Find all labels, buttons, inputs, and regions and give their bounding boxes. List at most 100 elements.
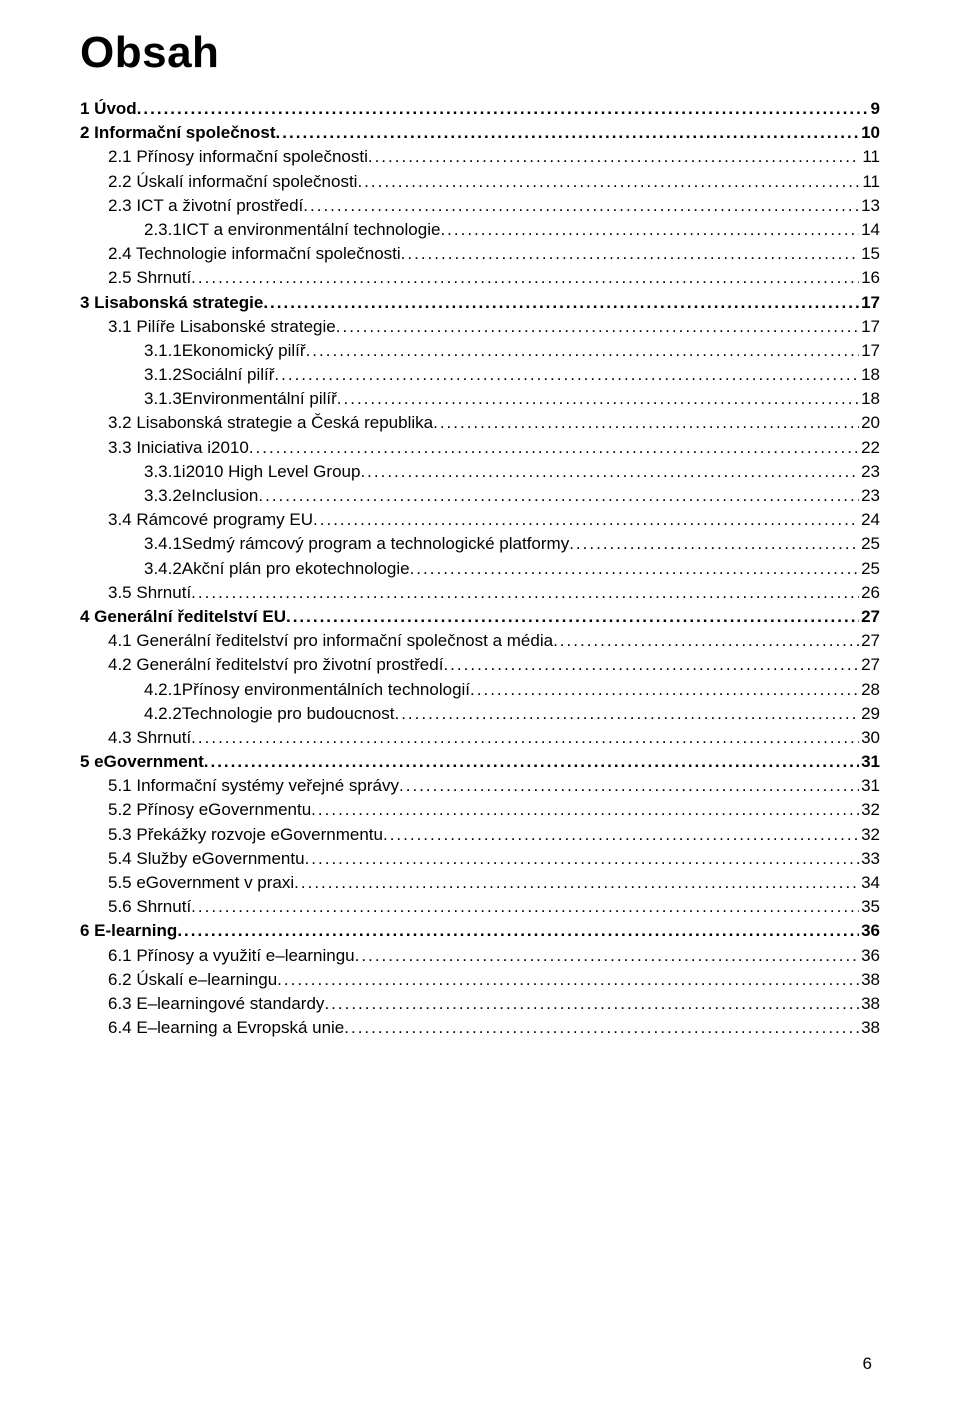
toc-entry-page: 38	[859, 1019, 880, 1036]
toc-leader	[258, 487, 859, 504]
toc-entry-page: 24	[859, 511, 880, 528]
toc-entry-label: 6.1 Přínosy a využití e–learningu	[108, 947, 355, 964]
toc-leader	[306, 342, 860, 359]
toc-entry-page: 32	[859, 801, 880, 818]
toc-entry-page: 36	[859, 922, 880, 939]
toc-entry-page: 36	[859, 947, 880, 964]
toc-entry-label: 4.1 Generální ředitelství pro informační…	[108, 632, 553, 649]
toc-leader	[569, 535, 859, 552]
toc-entry-label: 2.2 Úskalí informační společnosti	[108, 173, 357, 190]
toc-entry-label: 5 eGovernment	[80, 753, 204, 770]
table-of-contents: 1 Úvod 9 2 Informační společnost10 2.1 Přín…	[80, 100, 880, 1036]
toc-entry-label: 3.1.3Environmentální pilíř	[144, 390, 337, 407]
toc-entry-label: 2.5 Shrnutí	[108, 269, 191, 286]
toc-leader	[433, 414, 859, 431]
toc-entry-page: 23	[859, 487, 880, 504]
toc-entry-page: 32	[859, 826, 880, 843]
toc-leader	[177, 922, 859, 939]
toc-entry-label: 5.5 eGovernment v praxi	[108, 874, 294, 891]
toc-entry-page: 27	[859, 656, 880, 673]
toc-entry-label: 3.3.2eInclusion	[144, 487, 258, 504]
toc-entry-page: 27	[859, 608, 880, 625]
toc-leader	[443, 656, 859, 673]
toc-entry-page: 22	[859, 439, 880, 456]
toc-entry: 2.2 Úskalí informační společnosti11	[80, 173, 880, 190]
toc-entry-label: 3.4.1Sedmý rámcový program a technologic…	[144, 535, 569, 552]
toc-entry-page: 18	[859, 390, 880, 407]
toc-entry-page: 18	[859, 366, 880, 383]
toc-entry-label: 4.3 Shrnutí	[108, 729, 191, 746]
toc-leader	[305, 850, 860, 867]
toc-entry: 4.1 Generální ředitelství pro informační…	[80, 632, 880, 649]
toc-leader	[249, 439, 859, 456]
toc-entry: 5.4 Služby eGovernmentu 33	[80, 850, 880, 867]
toc-leader	[311, 801, 859, 818]
toc-leader	[191, 729, 859, 746]
toc-leader	[355, 947, 859, 964]
toc-leader	[401, 245, 859, 262]
toc-entry-label: 3 Lisabonská strategie	[80, 294, 263, 311]
toc-entry-label: 2 Informační společnost	[80, 124, 276, 141]
toc-entry-page: 38	[859, 995, 880, 1012]
toc-entry: 2 Informační společnost10	[80, 124, 880, 141]
toc-leader	[440, 221, 859, 238]
toc-entry: 5 eGovernment 31	[80, 753, 880, 770]
toc-leader	[204, 753, 859, 770]
toc-entry-label: 2.4 Technologie informační společnosti	[108, 245, 401, 262]
toc-entry-label: 3.1.1Ekonomický pilíř	[144, 342, 306, 359]
toc-leader	[344, 1019, 859, 1036]
toc-leader	[263, 294, 859, 311]
toc-entry: 2.3.1ICT a environmentální technologie14	[80, 221, 880, 238]
toc-entry-page: 30	[859, 729, 880, 746]
toc-leader	[191, 898, 859, 915]
toc-leader	[553, 632, 859, 649]
toc-leader	[383, 826, 859, 843]
toc-entry: 5.6 Shrnutí35	[80, 898, 880, 915]
toc-leader	[277, 971, 859, 988]
toc-entry-page: 17	[859, 318, 880, 335]
toc-entry: 5.2 Přínosy eGovernmentu 32	[80, 801, 880, 818]
toc-entry-label: 3.4 Rámcové programy EU	[108, 511, 313, 528]
toc-entry-page: 27	[859, 632, 880, 649]
toc-entry-label: 4.2 Generální ředitelství pro životní pr…	[108, 656, 443, 673]
toc-leader	[191, 269, 859, 286]
toc-leader	[191, 584, 859, 601]
toc-entry-label: 5.2 Přínosy eGovernmentu	[108, 801, 311, 818]
toc-entry-label: 3.1 Pilíře Lisabonské strategie	[108, 318, 336, 335]
toc-leader	[324, 995, 859, 1012]
toc-entry-label: 1 Úvod	[80, 100, 137, 117]
toc-leader	[313, 511, 859, 528]
toc-leader	[337, 390, 859, 407]
toc-entry-label: 5.4 Služby eGovernmentu	[108, 850, 305, 867]
toc-entry-label: 3.2 Lisabonská strategie a Česká republi…	[108, 414, 433, 431]
toc-entry-page: 11	[860, 148, 880, 165]
toc-entry-page: 16	[859, 269, 880, 286]
toc-entry: 6.1 Přínosy a využití e–learningu 36	[80, 947, 880, 964]
toc-entry-label: 4.2.2Technologie pro budoucnost	[144, 705, 394, 722]
toc-entry-label: 2.3.1ICT a environmentální technologie	[144, 221, 440, 238]
toc-entry-label: 3.5 Shrnutí	[108, 584, 191, 601]
toc-entry-label: 5.1 Informační systémy veřejné správy	[108, 777, 399, 794]
toc-entry-label: 3.4.2Akční plán pro ekotechnologie	[144, 560, 410, 577]
toc-leader	[274, 366, 859, 383]
toc-entry-page: 31	[859, 753, 880, 770]
toc-entry-page: 9	[869, 100, 880, 117]
toc-entry: 2.1 Přínosy informační společnosti 11	[80, 148, 880, 165]
toc-entry-page: 35	[859, 898, 880, 915]
toc-entry-label: 3.1.2Sociální pilíř	[144, 366, 274, 383]
toc-entry-label: 2.1 Přínosy informační společnosti	[108, 148, 368, 165]
toc-entry: 3.4 Rámcové programy EU 24	[80, 511, 880, 528]
toc-entry-label: 6.4 E–learning a Evropská unie	[108, 1019, 344, 1036]
toc-leader	[294, 874, 859, 891]
toc-entry-page: 17	[859, 342, 880, 359]
toc-entry: 6.3 E–learningové standardy 38	[80, 995, 880, 1012]
toc-entry-page: 29	[859, 705, 880, 722]
toc-leader	[336, 318, 859, 335]
toc-entry: 3.3.1i2010 High Level Group23	[80, 463, 880, 480]
toc-entry: 4.3 Shrnutí 30	[80, 729, 880, 746]
toc-entry-page: 28	[859, 681, 880, 698]
toc-entry-page: 31	[859, 777, 880, 794]
toc-entry: 2.3 ICT a životní prostředí13	[80, 197, 880, 214]
toc-entry-label: 3.3 Iniciativa i2010	[108, 439, 249, 456]
toc-entry: 5.3 Překážky rozvoje eGovernmentu32	[80, 826, 880, 843]
